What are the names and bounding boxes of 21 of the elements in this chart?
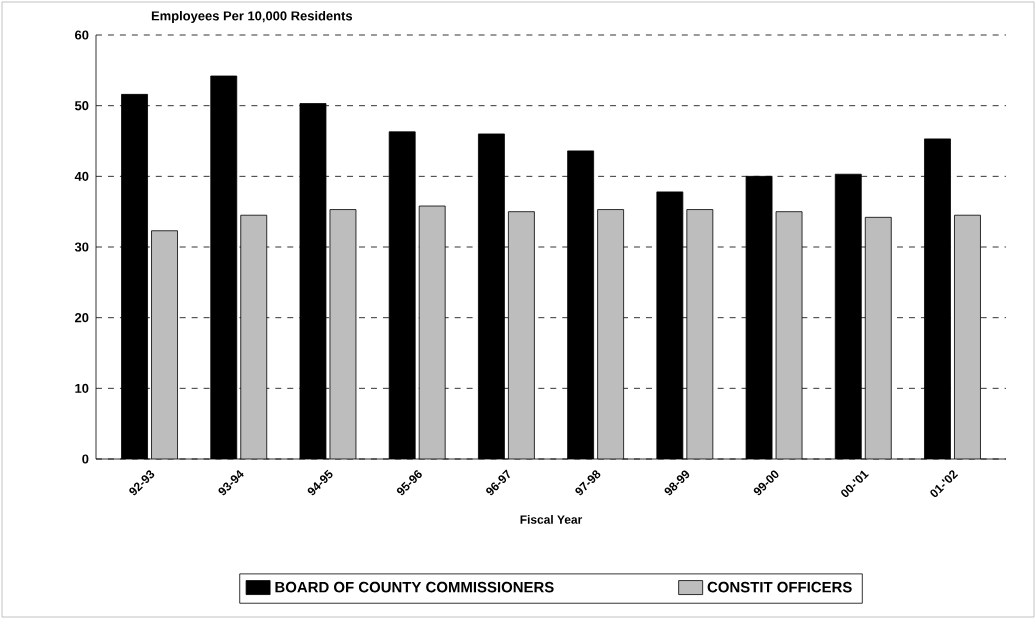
chart-title: Employees Per 10,000 Residents	[151, 10, 353, 24]
bar	[597, 209, 624, 459]
y-tick-label: 0	[82, 454, 89, 464]
y-tick-label: 40	[74, 171, 89, 181]
bar	[776, 211, 803, 459]
bar	[508, 211, 535, 459]
y-tick-label: 30	[74, 242, 89, 252]
bar	[151, 230, 178, 459]
x-axis-title: Fiscal Year	[520, 514, 583, 524]
bar	[865, 217, 892, 459]
bar	[329, 209, 356, 459]
legend-label: BOARD OF COUNTY COMMISSIONERS	[275, 581, 554, 593]
bar	[419, 206, 446, 459]
y-tick-label: 20	[74, 313, 89, 323]
y-tick-label: 10	[75, 383, 89, 393]
bar	[954, 214, 981, 459]
y-tick-label: 60	[75, 30, 89, 40]
legend-label: CONSTIT OFFICERS	[707, 581, 852, 593]
bar	[240, 215, 267, 459]
y-tick-label: 50	[74, 101, 89, 111]
bar	[686, 209, 713, 459]
